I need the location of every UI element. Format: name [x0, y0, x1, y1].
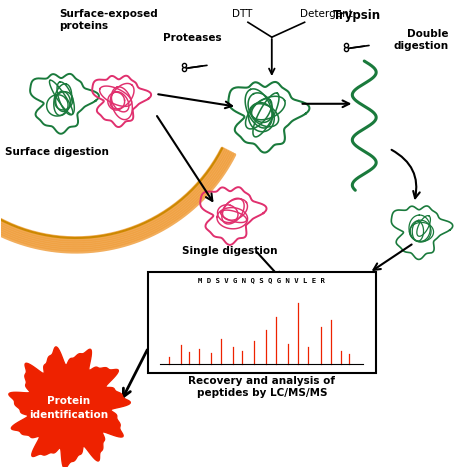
Polygon shape	[9, 347, 130, 468]
Text: DTT: DTT	[231, 9, 252, 19]
Text: Surface digestion: Surface digestion	[5, 146, 109, 156]
Text: identification: identification	[29, 410, 109, 420]
Text: Recovery and analysis of
peptides by LC/MS/MS: Recovery and analysis of peptides by LC/…	[188, 376, 335, 398]
Text: Protein: Protein	[47, 396, 91, 406]
Text: Surface-exposed
proteins: Surface-exposed proteins	[59, 9, 158, 31]
Text: Trypsin: Trypsin	[333, 9, 382, 22]
Text: Proteases: Proteases	[163, 33, 221, 43]
Text: Single digestion: Single digestion	[182, 246, 278, 256]
FancyBboxPatch shape	[147, 272, 376, 373]
Text: Double
digestion: Double digestion	[393, 29, 449, 51]
Text: Detergent: Detergent	[300, 9, 353, 19]
Text: M D S V G N Q S Q G N V L E R: M D S V G N Q S Q G N V L E R	[199, 277, 325, 283]
